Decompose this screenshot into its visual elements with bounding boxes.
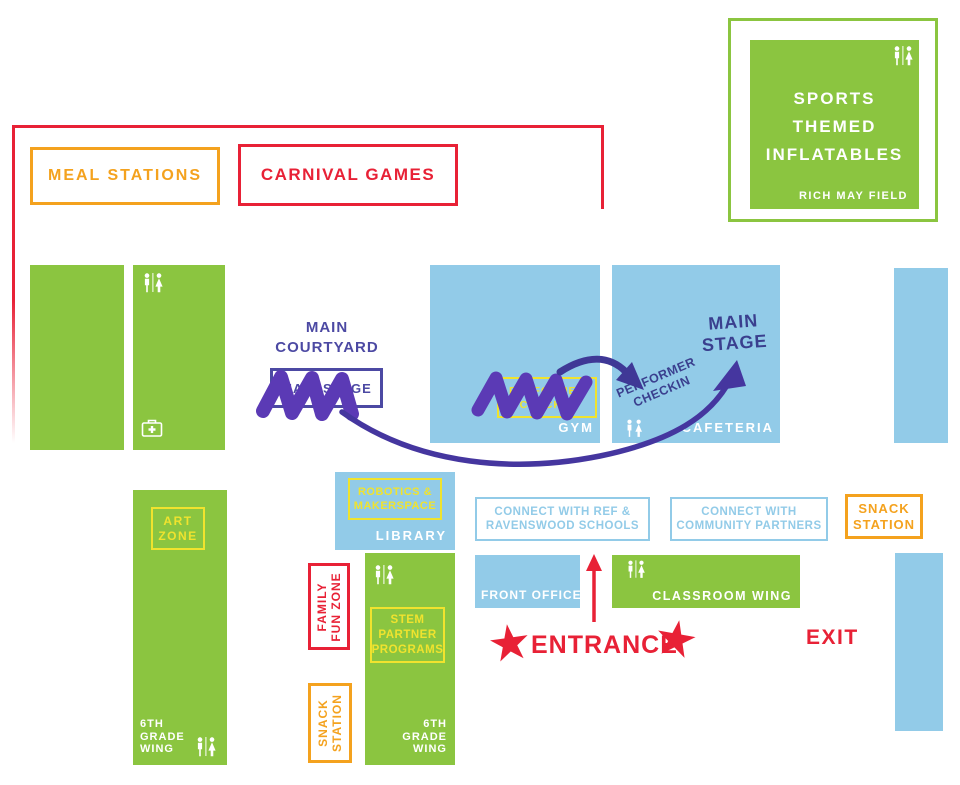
restroom-icon <box>141 273 165 298</box>
robotics-makerspace-stamp: ROBOTICS & MAKERSPACE <box>348 478 442 520</box>
cafeteria-label: CAFETERIA <box>681 420 774 435</box>
main-courtyard-label: MAIN COURTYARD <box>275 319 379 356</box>
gym-label: GYM <box>558 420 594 435</box>
sports-inflatables-label: SPORTS THEMED INFLATABLES <box>765 89 904 164</box>
sports-inflatables-zone <box>750 40 919 209</box>
carnival-games-zone: CARNIVAL GAMES <box>238 144 458 206</box>
restroom-icon <box>624 419 646 443</box>
stem-partner-programs-stamp: STEM PARTNER PROGRAMS <box>370 607 445 663</box>
front-office-label: FRONT OFFICE <box>481 588 582 602</box>
classroom-wing-building <box>612 555 800 608</box>
snack-station-stamp-south: SNACK STATION <box>308 683 352 763</box>
first-aid-icon <box>141 418 163 443</box>
library-building <box>335 472 455 550</box>
connect-ref-ravenswood-stamp: CONNECT WITH REF & RAVENSWOOD SCHOOLS <box>475 497 650 541</box>
sixth-grade-wing-label-west: 6TH GRADE WING <box>140 718 185 755</box>
art-zone-building <box>133 490 227 765</box>
library-label: LIBRARY <box>375 528 447 543</box>
red-zone-outline-left <box>12 125 15 443</box>
classroom-wing-label: CLASSROOM WING <box>652 589 792 603</box>
entrance-arrowhead <box>586 554 602 571</box>
sixth-grade-wing-label-east: 6TH GRADE WING <box>402 718 447 755</box>
front-office-building <box>475 555 580 608</box>
meal-stations-label: MEAL STATIONS <box>48 167 202 184</box>
west-wing-building-2 <box>133 265 225 450</box>
star-icon: ★ <box>486 616 533 671</box>
star-icon: ★ <box>652 611 700 668</box>
meal-stations-zone: MEAL STATIONS <box>30 147 220 205</box>
west-wing-building <box>30 265 124 450</box>
east-wing-building-2 <box>895 553 943 731</box>
red-zone-outline-top <box>12 125 604 128</box>
connect-community-partners-stamp: CONNECT WITH COMMUNITY PARTNERS <box>670 497 828 541</box>
restroom-icon <box>372 565 396 590</box>
stem-wing-building <box>365 553 455 765</box>
restroom-icon <box>194 737 218 762</box>
main-stage-stamp-crossed-out: MAIN STAGE <box>270 368 383 408</box>
rich-may-field-label: RICH MAY FIELD <box>798 190 908 202</box>
carnival-games-label: CARNIVAL GAMES <box>260 165 436 184</box>
art-zone-stamp: ART ZONE <box>151 507 205 550</box>
rich-may-field-outline <box>728 18 938 222</box>
family-fun-zone-stamp: FAMILY FUN ZONE <box>308 563 350 650</box>
restroom-icon <box>891 46 915 71</box>
restroom-icon <box>625 560 647 584</box>
gym-performer-checkin-stamp-crossed-out: PERFORMER CHECKIN <box>497 377 597 418</box>
snack-station-stamp-east: SNACK STATION <box>845 494 923 539</box>
red-zone-outline-right <box>601 125 604 209</box>
exit-label: EXIT <box>806 626 859 649</box>
east-wing-building <box>894 268 948 443</box>
entrance-label: ENTRANCE <box>531 631 678 659</box>
